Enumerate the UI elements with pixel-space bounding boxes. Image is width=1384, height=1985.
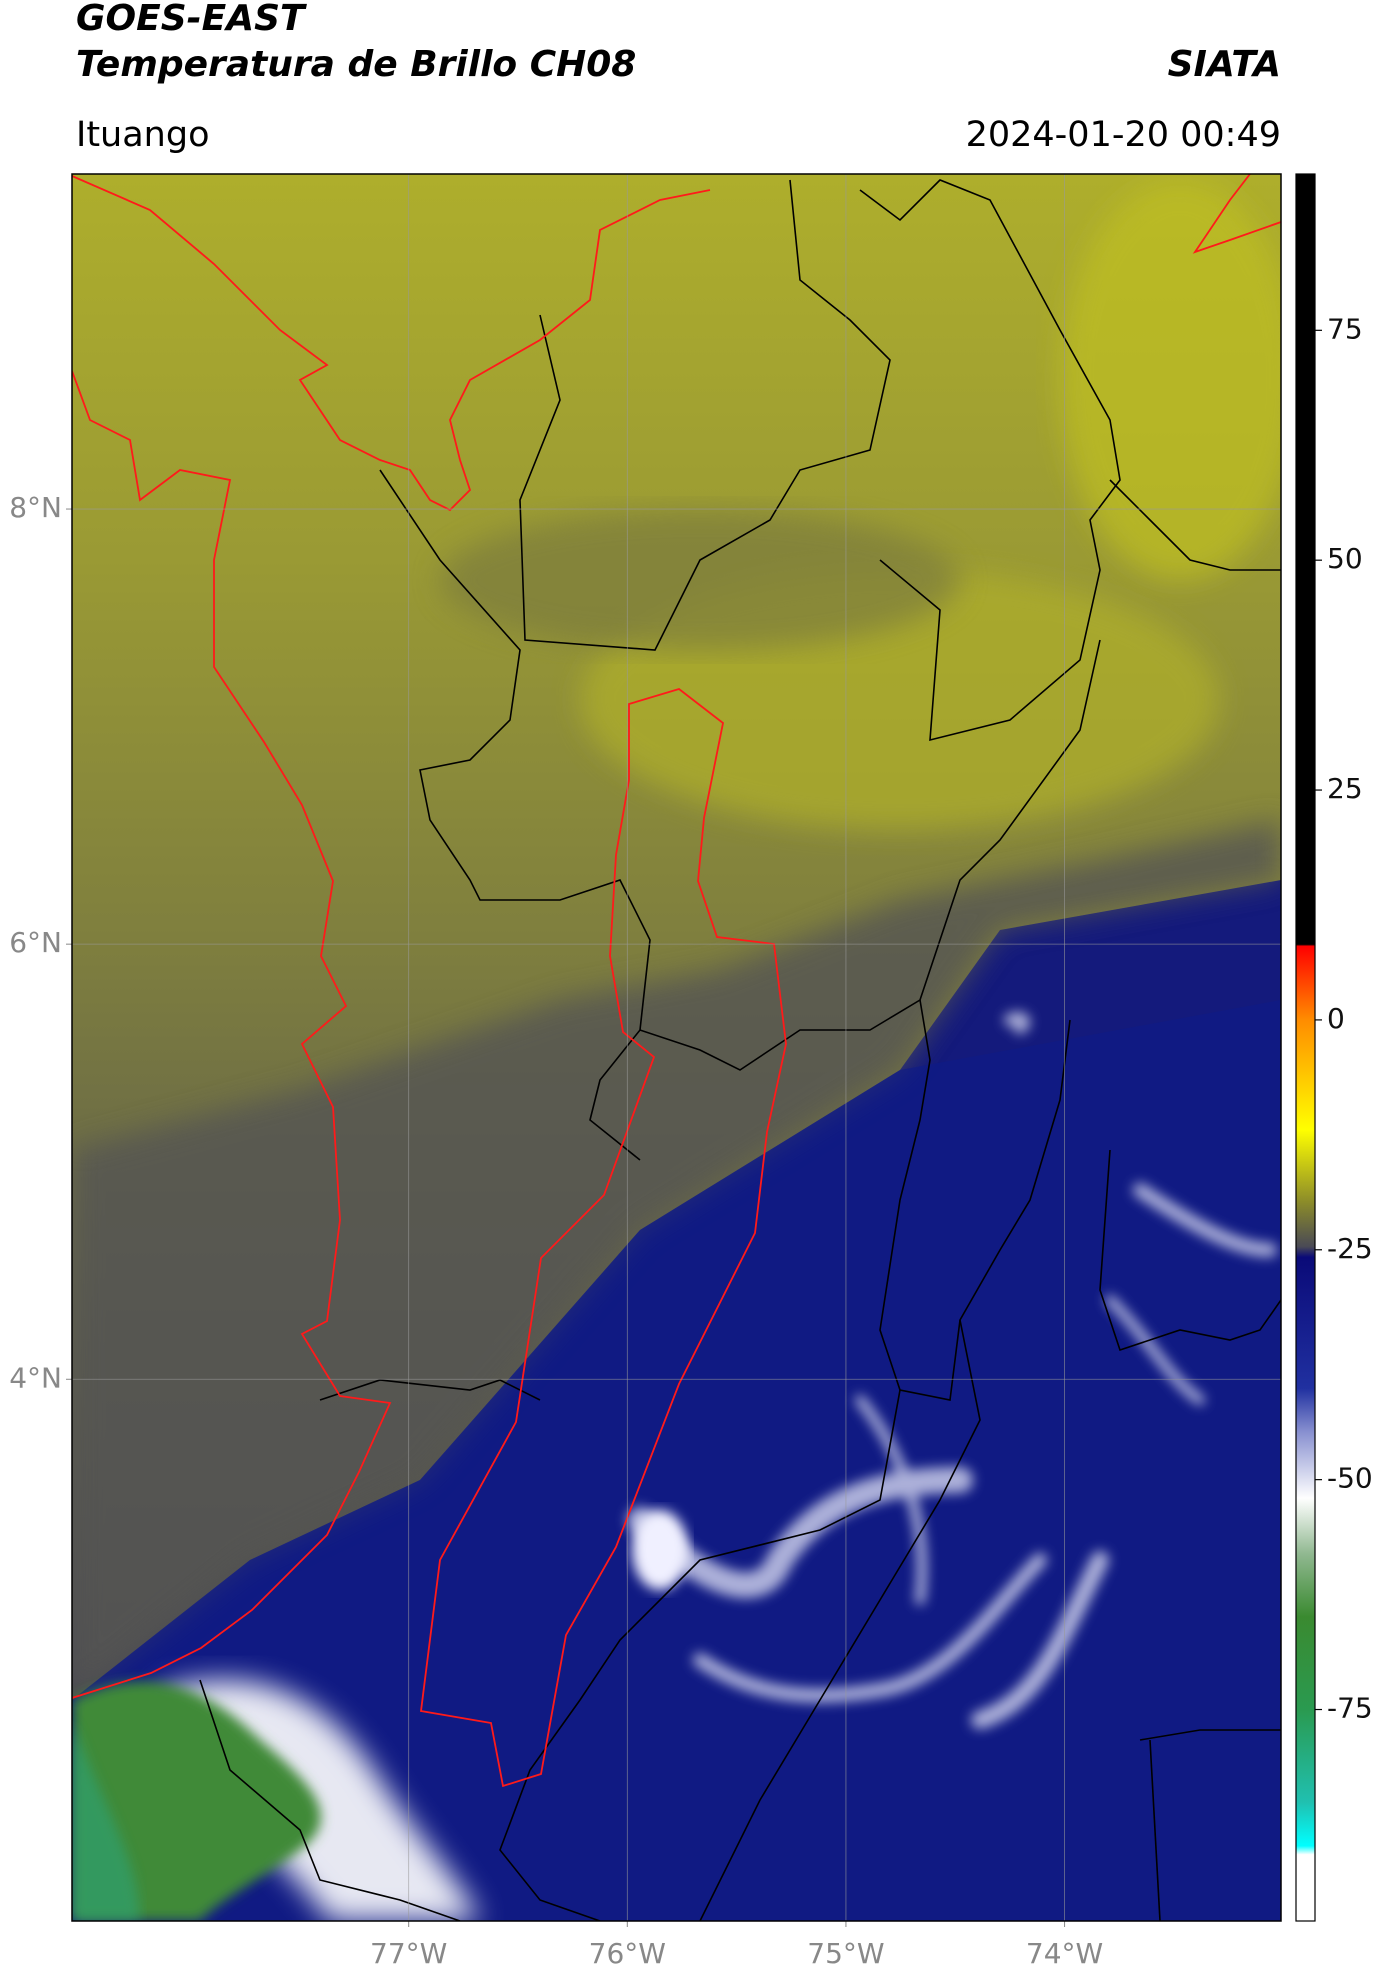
lon-tick-label: 75°W bbox=[807, 1937, 884, 1970]
map-imagery bbox=[72, 174, 1281, 1921]
datetime: 2024-01-20 00:49 bbox=[966, 115, 1281, 155]
product: Temperatura de Brillo CH08 bbox=[76, 44, 636, 85]
map-frame bbox=[71, 173, 1282, 1922]
lat-tick-label: 8°N bbox=[9, 491, 62, 524]
coast-region-outline bbox=[72, 174, 1281, 1788]
colorbar-tick-label: -50 bbox=[1327, 1462, 1373, 1495]
colorbar-tick-label: 50 bbox=[1327, 542, 1363, 575]
colorbar-tick-label: -75 bbox=[1327, 1692, 1373, 1725]
colorbar-tick-label: 75 bbox=[1327, 312, 1363, 345]
satellite: GOES-EAST bbox=[76, 0, 307, 39]
colorbar-tick-label: 25 bbox=[1327, 772, 1363, 805]
location: Ituango bbox=[76, 115, 210, 155]
colorbar-tick-label: 0 bbox=[1327, 1002, 1345, 1035]
lat-tick-label: 6°N bbox=[9, 926, 62, 959]
lon-tick-label: 77°W bbox=[370, 1937, 447, 1970]
colorbar-tick-label: -25 bbox=[1327, 1232, 1373, 1265]
colorbar bbox=[1295, 173, 1316, 1922]
graticule bbox=[66, 174, 1281, 1927]
lon-tick-label: 74°W bbox=[1026, 1937, 1103, 1970]
admin-borders bbox=[199, 179, 1281, 1921]
lon-tick-label: 76°W bbox=[589, 1937, 666, 1970]
lat-tick-label: 4°N bbox=[9, 1361, 62, 1394]
organization: SIATA bbox=[1168, 44, 1281, 85]
